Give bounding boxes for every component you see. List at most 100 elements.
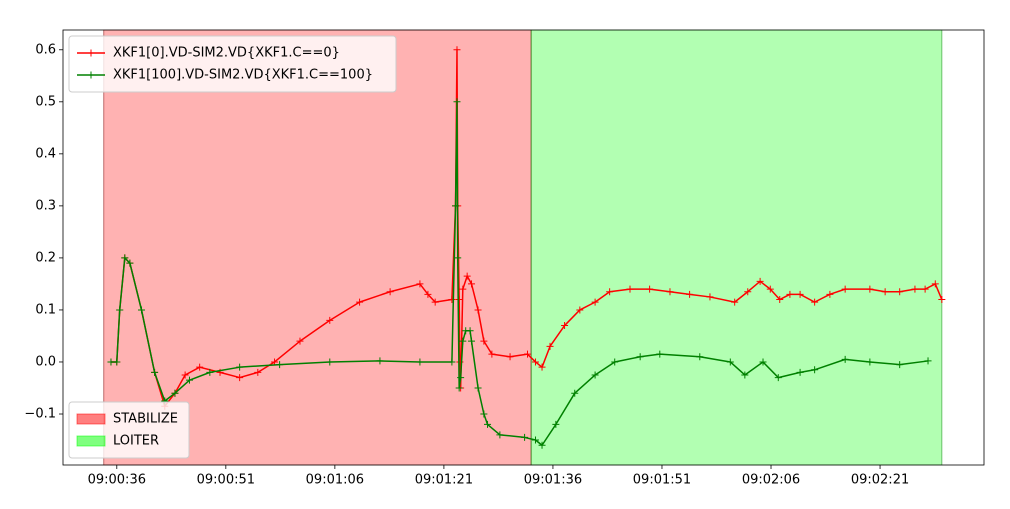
legend-marker (87, 71, 95, 79)
legend-box (68, 35, 397, 93)
y-tick-label: 0.0 (35, 354, 56, 369)
marker (911, 285, 919, 293)
marker (774, 374, 782, 382)
marker (611, 358, 619, 366)
marker (546, 342, 554, 350)
marker (326, 358, 334, 366)
marker (826, 290, 834, 298)
marker (431, 298, 439, 306)
marker (126, 259, 134, 267)
marker (531, 358, 539, 366)
marker (646, 285, 654, 293)
marker (744, 288, 752, 296)
legend-label: XKF1[0].VD-SIM2.VD{XKF1.C==0} (113, 46, 340, 61)
x-tick-label: 09:01:36 (524, 473, 582, 488)
x-tick-label: 09:01:06 (306, 473, 364, 488)
marker (726, 358, 734, 366)
marker (474, 384, 482, 392)
marker (453, 98, 461, 106)
y-tick-label: 0.3 (35, 198, 56, 213)
y-tick-label: 0.1 (35, 302, 56, 317)
marker (468, 280, 476, 288)
marker (924, 357, 932, 365)
legend-box (68, 401, 190, 459)
marker (756, 277, 764, 285)
marker (459, 337, 467, 345)
marker (591, 298, 599, 306)
y-tick-label: 0.6 (35, 42, 56, 57)
marker (448, 358, 456, 366)
marker (811, 298, 819, 306)
legend: XKF1[0].VD-SIM2.VD{XKF1.C==0} XKF1[100].V… (68, 35, 397, 93)
x-tick-label: 09:01:51 (633, 473, 691, 488)
marker (276, 361, 284, 369)
marker (171, 389, 179, 397)
marker (254, 368, 262, 376)
marker (459, 285, 467, 293)
marker (480, 337, 488, 345)
marker (116, 306, 124, 314)
span (103, 29, 532, 466)
marker (121, 254, 129, 262)
marker (776, 296, 784, 304)
marker (896, 288, 904, 296)
marker (496, 431, 504, 439)
marker (457, 374, 465, 382)
marker (463, 272, 471, 280)
y-tick-label: 0.5 (35, 94, 56, 109)
marker (236, 363, 244, 371)
legend-label: XKF1[100].VD-SIM2.VD{XKF1.C==100} (113, 68, 373, 83)
marker (571, 389, 579, 397)
marker (454, 254, 462, 262)
marker (931, 280, 939, 288)
marker (424, 290, 432, 298)
marker (296, 337, 304, 345)
marker (356, 298, 364, 306)
marker (666, 288, 674, 296)
marker (506, 353, 514, 361)
marker (786, 290, 794, 298)
marker (706, 293, 714, 301)
marker (636, 353, 644, 361)
marker (185, 376, 193, 384)
marker (866, 358, 874, 366)
x-tick-label: 09:02:06 (742, 473, 800, 488)
x-tick-label: 09:00:36 (88, 473, 146, 488)
marker (656, 350, 664, 358)
marker (811, 366, 819, 374)
legend-label: LOITER (113, 434, 159, 449)
y-tick-label: −0.1 (24, 407, 56, 422)
marker (538, 363, 546, 371)
marker (731, 298, 739, 306)
marker (921, 285, 929, 293)
legend-marker (87, 49, 95, 57)
marker (151, 368, 159, 376)
marker (196, 363, 204, 371)
marker (488, 350, 496, 358)
series-line (110, 101, 929, 446)
marker (326, 316, 334, 324)
marker (576, 306, 584, 314)
x-tick-label: 09:02:21 (851, 473, 909, 488)
marker (531, 436, 539, 444)
marker (468, 337, 476, 345)
marker (796, 368, 804, 376)
marker (538, 441, 546, 449)
legend-swatch (76, 413, 106, 425)
legend-swatch (76, 435, 106, 447)
marker (474, 306, 482, 314)
marker (591, 371, 599, 379)
marker (453, 46, 461, 54)
marker (416, 358, 424, 366)
marker (626, 285, 634, 293)
marker (452, 202, 460, 210)
marker (138, 306, 146, 314)
marker (606, 288, 614, 296)
marker (484, 420, 492, 428)
marker (523, 350, 531, 358)
marker (181, 371, 189, 379)
plot-frame (62, 29, 985, 466)
marker (480, 410, 488, 418)
